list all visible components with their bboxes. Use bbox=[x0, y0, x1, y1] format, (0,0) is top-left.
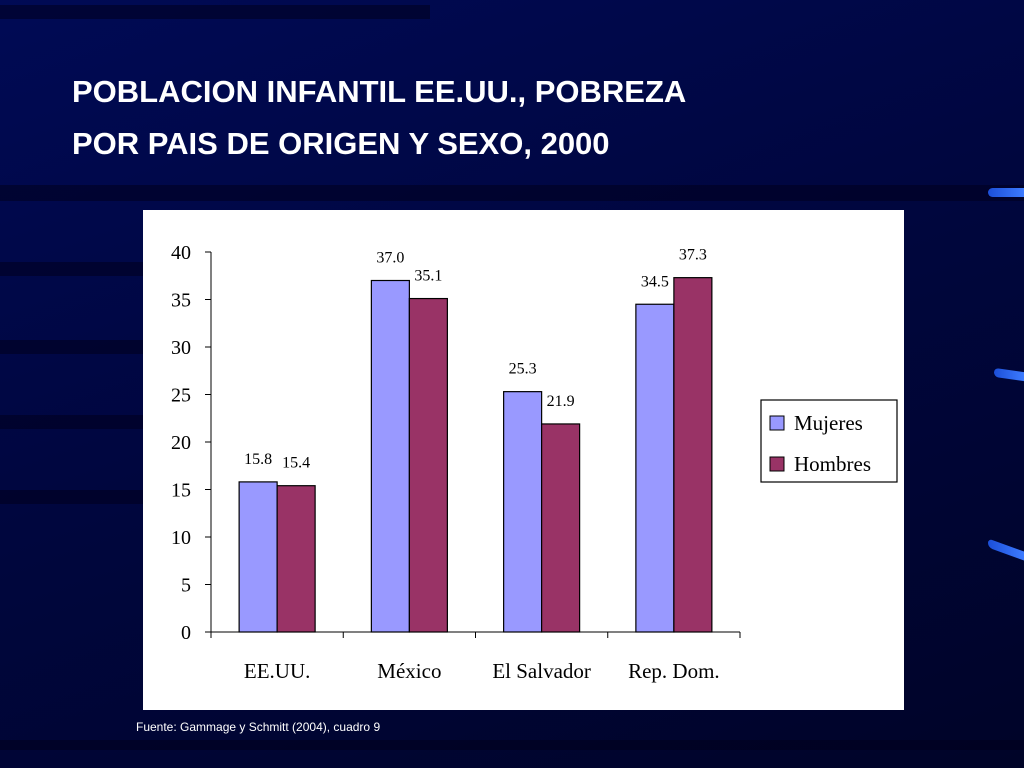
y-tick-label: 25 bbox=[171, 385, 191, 407]
legend-swatch bbox=[769, 456, 785, 472]
slide-title: POBLACION INFANTIL EE.UU., POBREZA POR P… bbox=[72, 66, 952, 170]
accent-bar bbox=[988, 188, 1024, 197]
bar-mujeres bbox=[635, 303, 675, 633]
bar-mujeres bbox=[370, 279, 410, 633]
bar-mujeres bbox=[238, 481, 278, 633]
legend-label: Mujeres bbox=[794, 411, 863, 435]
background-stripe bbox=[0, 5, 430, 19]
data-label: 35.1 bbox=[414, 268, 442, 285]
data-label: 25.3 bbox=[509, 361, 537, 378]
legend-swatch bbox=[769, 415, 785, 431]
data-label: 34.5 bbox=[641, 273, 669, 290]
chart-panel: 0 5 10 15 20 25 30 35 40 15.8 15.4 EE.UU. 37.0 35.1 Mé… bbox=[143, 210, 904, 710]
y-tick-label: 20 bbox=[171, 432, 191, 454]
background-stripe bbox=[0, 185, 1024, 201]
y-tick-label: 0 bbox=[181, 622, 191, 644]
data-label: 15.8 bbox=[244, 451, 272, 468]
x-tick-label: México bbox=[377, 659, 441, 683]
y-tick-label: 30 bbox=[171, 337, 191, 359]
y-tick-label: 5 bbox=[181, 575, 191, 597]
y-tick-label: 15 bbox=[171, 480, 191, 502]
background-stripe bbox=[0, 340, 143, 354]
background-stripe bbox=[0, 740, 1024, 750]
data-label: 37.0 bbox=[376, 250, 404, 267]
slide-title-line: POBLACION INFANTIL EE.UU., POBREZA bbox=[72, 74, 687, 109]
y-tick-label: 40 bbox=[171, 242, 191, 264]
slide-title-line: POR PAIS DE ORIGEN Y SEXO, 2000 bbox=[72, 126, 610, 161]
bar-hombres bbox=[276, 485, 316, 633]
x-tick-label: El Salvador bbox=[492, 659, 591, 683]
y-tick-label: 35 bbox=[171, 290, 191, 312]
bar-hombres bbox=[673, 277, 713, 633]
data-label: 21.9 bbox=[547, 393, 575, 410]
background-stripe bbox=[0, 262, 143, 276]
bar-chart: 0 5 10 15 20 25 30 35 40 15.8 15.4 EE.UU. 37.0 35.1 Mé… bbox=[171, 242, 898, 683]
bar-hombres bbox=[541, 423, 581, 633]
background-stripe bbox=[0, 490, 143, 504]
x-tick-label: Rep. Dom. bbox=[628, 659, 720, 683]
source-note: Fuente: Gammage y Schmitt (2004), cuadro… bbox=[136, 720, 381, 734]
bar-mujeres bbox=[503, 391, 543, 633]
y-tick-label: 10 bbox=[171, 527, 191, 549]
accent-bar bbox=[994, 367, 1024, 382]
x-tick-label: EE.UU. bbox=[244, 659, 311, 683]
accent-bar bbox=[988, 538, 1024, 561]
background-stripe bbox=[0, 415, 143, 429]
data-label: 37.3 bbox=[679, 247, 707, 264]
legend-label: Hombres bbox=[794, 452, 871, 476]
data-label: 15.4 bbox=[282, 455, 310, 472]
bar-hombres bbox=[408, 297, 448, 633]
